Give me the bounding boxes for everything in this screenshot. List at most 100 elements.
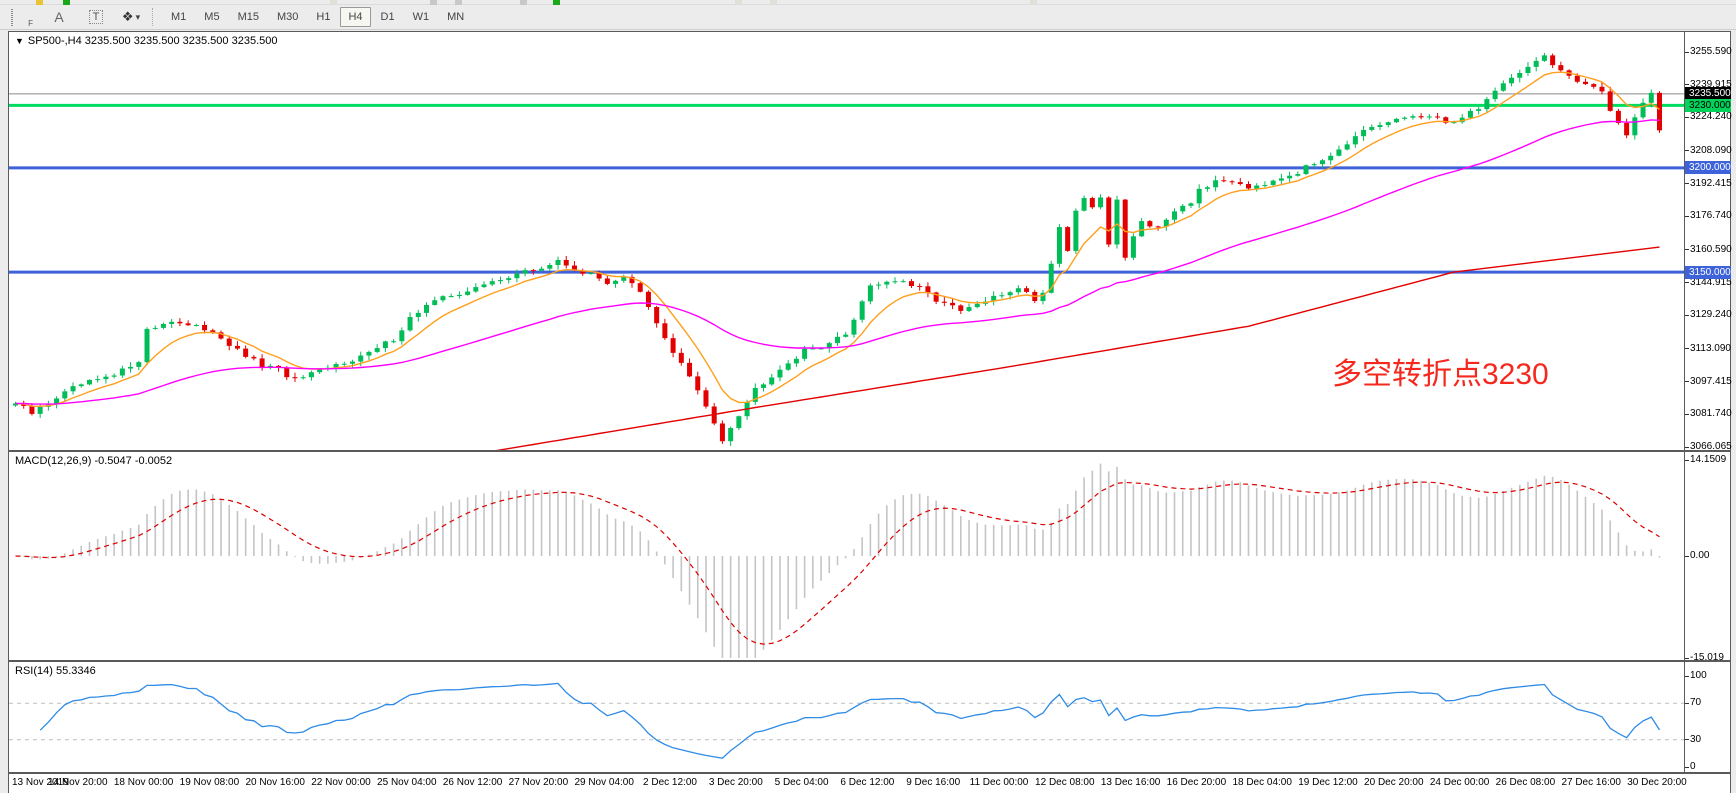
- timeframe-button-h4[interactable]: H4: [340, 7, 371, 27]
- toolbar-remnant-icon: [1030, 0, 1037, 5]
- time-axis-label: 6 Dec 12:00: [840, 777, 895, 788]
- price-axis-label: 3176.740: [1690, 210, 1732, 222]
- rsi-axis-tick: [1685, 702, 1689, 704]
- rsi-axis-tick: [1685, 766, 1689, 768]
- macd-axis-label: 0.00: [1690, 550, 1710, 562]
- time-axis-label: 25 Nov 04:00: [377, 777, 437, 788]
- rsi-axis-label: 0: [1690, 761, 1696, 772]
- framed-t-icon: T: [88, 10, 104, 24]
- price-axis-label: 3129.240: [1690, 309, 1732, 321]
- price-plot-area[interactable]: 多空转折点3230: [9, 32, 1684, 450]
- time-axis-label: 29 Nov 04:00: [574, 777, 634, 788]
- rsi-axis-tick: [1685, 675, 1689, 677]
- time-axis-label: 13 Nov 2019: [12, 777, 69, 788]
- macd-axis[interactable]: 14.1509 0.00 -15.019: [1684, 452, 1730, 663]
- toolbar-remnant-icon: [735, 0, 742, 5]
- macd-axis-label: -15.019: [1690, 652, 1724, 663]
- price-badge: 3150.000: [1685, 265, 1731, 279]
- macd-axis-tick: [1685, 459, 1689, 461]
- rsi-axis-label: 70: [1690, 697, 1702, 709]
- timeframe-button-w1[interactable]: W1: [412, 11, 430, 23]
- dropdown-caret-icon: ▾: [135, 11, 141, 22]
- time-axis-label: 30 Dec 20:00: [1627, 777, 1687, 788]
- annotation-text: 多空转折点3230: [1332, 358, 1549, 391]
- toolbar-remnant-icon: [430, 0, 437, 5]
- macd-axis-tick: [1685, 555, 1689, 557]
- time-axis-label: 19 Dec 12:00: [1298, 777, 1358, 788]
- rsi-axis-label: 30: [1690, 733, 1702, 745]
- toolbar-remnant-icon: [63, 0, 70, 5]
- chart-title: ▼ SP500-,H4 3235.500 3235.500 3235.500 32…: [15, 35, 278, 47]
- price-badge: 3230.000: [1685, 98, 1731, 112]
- rsi-axis-tick: [1685, 739, 1689, 741]
- time-axis-label: 26 Dec 08:00: [1495, 777, 1556, 788]
- rsi-title: RSI(14) 55.3346: [15, 665, 96, 677]
- arrow-objects-button[interactable]: ❖ ▾: [119, 7, 143, 28]
- time-axis-label: 11 Dec 00:00: [969, 777, 1029, 788]
- price-axis-tick: [1685, 314, 1689, 316]
- time-axis-label: 14 Nov 20:00: [48, 777, 108, 788]
- text-label-tool-button[interactable]: T: [84, 7, 108, 28]
- macd-axis-label: 14.1509: [1690, 454, 1727, 465]
- dotted-grid-icon: F: [11, 9, 33, 28]
- price-axis-label: 3144.915: [1690, 276, 1732, 288]
- toolbar-remnant-icon: [330, 0, 337, 5]
- chart-window: ▼ SP500-,H4 3235.500 3235.500 3235.500 32…: [8, 31, 1732, 793]
- time-axis-label: 12 Dec 08:00: [1035, 777, 1095, 788]
- price-pane[interactable]: ▼ SP500-,H4 3235.500 3235.500 3235.500 32…: [9, 32, 1732, 452]
- timeframe-button-m15[interactable]: M15: [237, 11, 259, 23]
- toolbar-remnant-icon: [520, 0, 527, 5]
- timeframe-button-h1[interactable]: H1: [316, 11, 331, 23]
- price-axis-label: 3097.415: [1690, 375, 1732, 387]
- price-axis-tick: [1685, 84, 1689, 86]
- grid-tool-button[interactable]: F: [8, 7, 33, 28]
- time-axis-label: 20 Dec 20:00: [1364, 777, 1424, 788]
- time-axis-label: 19 Nov 08:00: [179, 777, 240, 788]
- text-tool-button[interactable]: A: [47, 7, 71, 28]
- toolbar-remnant-icon: [770, 0, 777, 5]
- macd-axis-tick: [1685, 657, 1689, 659]
- price-axis-tick: [1685, 150, 1689, 152]
- macd-plot-area[interactable]: [9, 452, 1684, 660]
- macd-title: MACD(12,26,9) -0.5047 -0.0052: [15, 455, 173, 467]
- timeframe-button-m30[interactable]: M30: [276, 11, 299, 23]
- time-axis-label: 26 Nov 12:00: [442, 777, 503, 788]
- price-axis-label: 3208.090: [1690, 144, 1732, 156]
- time-axis-label: 22 Nov 00:00: [311, 777, 371, 788]
- time-axis-label: 2 Dec 12:00: [643, 777, 697, 788]
- rsi-pane[interactable]: RSI(14) 55.3346 100 70 30 0: [9, 660, 1730, 772]
- price-axis-label: 3224.240: [1690, 111, 1732, 123]
- time-axis-label: 27 Nov 20:00: [508, 777, 569, 788]
- timeframe-button-group: M1 M5 M15 M30 H1 H4 D1 W1 MN: [162, 7, 473, 27]
- toolbar-remnant-icon: [36, 0, 43, 5]
- price-axis-tick: [1685, 249, 1689, 251]
- arrow-shapes-icon: ❖: [121, 9, 134, 24]
- price-axis-tick: [1685, 51, 1689, 53]
- price-axis-tick: [1685, 183, 1689, 185]
- price-axis-tick: [1685, 116, 1689, 118]
- timeframe-button-m5[interactable]: M5: [204, 11, 220, 23]
- price-axis-label: 3192.415: [1690, 177, 1732, 189]
- price-axis-tick: [1685, 215, 1689, 217]
- price-axis-tick: [1685, 348, 1689, 350]
- price-axis-tick: [1685, 381, 1689, 383]
- timeframe-button-d1[interactable]: D1: [380, 11, 395, 23]
- rsi-axis[interactable]: 100 70 30 0: [1684, 662, 1730, 772]
- toolbar-remnant-icon: [553, 0, 560, 5]
- time-axis-label: 18 Nov 00:00: [113, 777, 174, 788]
- symbol-caret-icon[interactable]: ▼: [15, 36, 24, 46]
- price-axis[interactable]: 3255.590 3239.915 3224.240 3208.090 3192.415…: [1684, 32, 1732, 452]
- macd-pane[interactable]: MACD(12,26,9) -0.5047 -0.0052 14.1509 0.0…: [9, 450, 1730, 663]
- time-axis-label: 13 Dec 16:00: [1100, 777, 1161, 788]
- price-axis-tick: [1685, 413, 1689, 415]
- time-axis[interactable]: 13 Nov 2019 14 Nov 20:00 18 Nov 00:00 19 No…: [9, 772, 1730, 793]
- timeframe-button-mn[interactable]: MN: [447, 11, 465, 23]
- partial-toolbar-strip: [0, 0, 1736, 5]
- price-axis-label: 3255.590: [1690, 46, 1732, 57]
- price-axis-tick: [1685, 282, 1689, 284]
- timeframe-button-m1[interactable]: M1: [171, 11, 187, 23]
- rsi-plot-area[interactable]: [9, 662, 1684, 772]
- time-axis-label: 3 Dec 20:00: [708, 777, 763, 788]
- toolbar-separator: [152, 8, 158, 26]
- time-axis-label: 16 Dec 20:00: [1166, 777, 1227, 788]
